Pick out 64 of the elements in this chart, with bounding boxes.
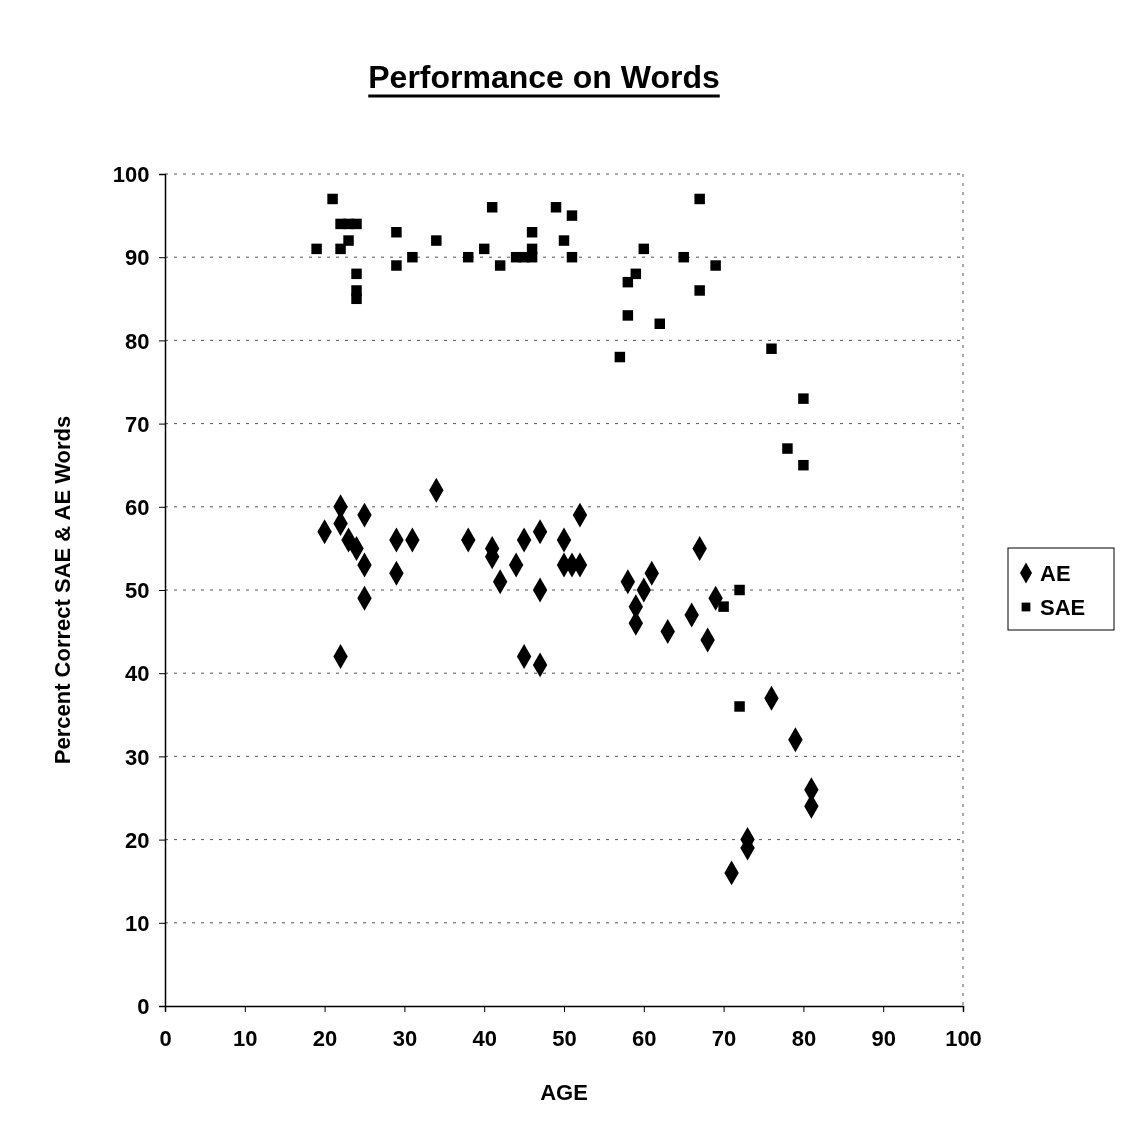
- point: [351, 218, 362, 230]
- point: [391, 227, 402, 238]
- x-tick-label: 90: [871, 1025, 896, 1051]
- point: [694, 285, 705, 296]
- point: [526, 251, 538, 263]
- point: [566, 210, 578, 221]
- point: [566, 251, 578, 263]
- legend-label: AE: [1040, 561, 1071, 586]
- point: [343, 235, 354, 246]
- point: [431, 235, 442, 246]
- y-tick-label: 90: [124, 245, 150, 271]
- y-tick-label: 0: [137, 994, 150, 1020]
- point: [766, 343, 777, 354]
- point: [654, 318, 665, 329]
- legend-label: SAE: [1040, 595, 1086, 620]
- point: [311, 243, 322, 255]
- point: [351, 268, 362, 280]
- x-tick-label: 60: [632, 1025, 657, 1051]
- y-tick-label: 20: [124, 827, 150, 853]
- point: [630, 268, 642, 280]
- point: [486, 202, 498, 213]
- y-tick-label: 30: [124, 744, 150, 770]
- x-axis-title: AGE: [540, 1080, 588, 1105]
- point: [798, 393, 809, 404]
- point: [694, 193, 705, 205]
- point: [798, 459, 809, 471]
- point: [494, 260, 506, 271]
- y-tick-label: 70: [124, 411, 150, 437]
- point: [614, 351, 626, 363]
- point: [478, 243, 490, 255]
- x-tick-label: 50: [552, 1025, 577, 1051]
- point: [734, 701, 745, 712]
- y-tick-label: 60: [124, 495, 150, 520]
- point: [351, 293, 362, 305]
- point: [407, 251, 418, 263]
- point: [710, 260, 721, 271]
- x-tick-label: 80: [791, 1025, 817, 1051]
- x-tick-label: 20: [312, 1025, 338, 1051]
- x-tick-label: 0: [159, 1025, 172, 1051]
- y-tick-label: 80: [124, 328, 150, 354]
- x-tick-label: 40: [472, 1025, 497, 1051]
- chart-title: Performance on Words: [368, 59, 720, 95]
- y-tick-label: 10: [124, 911, 150, 936]
- point: [678, 251, 689, 263]
- x-tick-label: 70: [711, 1025, 737, 1051]
- x-tick-label: 100: [945, 1025, 982, 1051]
- point: [327, 193, 338, 205]
- point: [718, 601, 729, 612]
- point: [335, 243, 346, 255]
- point: [734, 584, 745, 596]
- point: [638, 243, 650, 255]
- x-tick-label: 10: [233, 1025, 258, 1051]
- y-tick-label: 40: [124, 661, 150, 687]
- x-tick-label: 30: [392, 1025, 418, 1051]
- point: [622, 310, 634, 321]
- y-tick-label: 100: [112, 162, 150, 188]
- point: [391, 260, 402, 271]
- y-tick-label: 50: [124, 578, 150, 604]
- point: [782, 443, 793, 454]
- point: [550, 202, 562, 213]
- point: [558, 235, 570, 246]
- point: [526, 227, 538, 238]
- y-axis-title: Percent Correct SAE & AE Words: [50, 415, 75, 765]
- point: [463, 251, 474, 263]
